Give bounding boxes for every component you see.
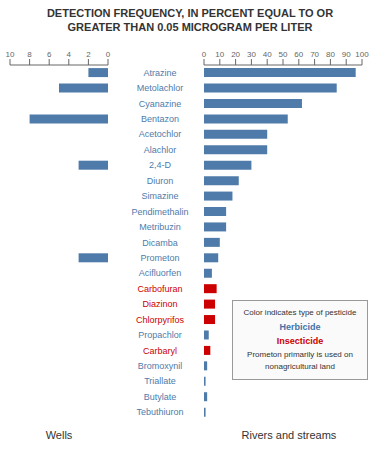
svg-text:Metribuzin: Metribuzin: [139, 222, 181, 232]
svg-text:80: 80: [326, 50, 335, 59]
svg-text:Tebuthiuron: Tebuthiuron: [136, 407, 183, 417]
svg-text:0: 0: [202, 50, 207, 59]
html-text:Herbicide: Herbicide: [279, 322, 321, 332]
svg-text:40: 40: [263, 50, 272, 59]
svg-text:Alachlor: Alachlor: [144, 145, 177, 155]
svg-text:70: 70: [310, 50, 319, 59]
svg-text:Metolachlor: Metolachlor: [137, 83, 184, 93]
svg-text:90: 90: [342, 50, 351, 59]
svg-text:Butylate: Butylate: [144, 392, 177, 402]
svg-text:Atrazine: Atrazine: [143, 68, 176, 78]
svg-text:8: 8: [27, 50, 32, 59]
svg-text:Acetochlor: Acetochlor: [139, 129, 182, 139]
svg-text:Simazine: Simazine: [141, 191, 178, 201]
svg-text:4: 4: [67, 50, 72, 59]
svg-text:Dicamba: Dicamba: [142, 238, 178, 248]
svg-text:10: 10: [8, 50, 15, 59]
svg-text:Pendimethalin: Pendimethalin: [131, 207, 188, 217]
html-text:Wells: Wells: [45, 429, 73, 441]
svg-text:Bentazon: Bentazon: [141, 114, 179, 124]
svg-text:6: 6: [47, 50, 52, 59]
svg-text:2: 2: [86, 50, 91, 59]
svg-text:Chlorpyrifos: Chlorpyrifos: [136, 315, 185, 325]
svg-text:Acifluorfen: Acifluorfen: [139, 268, 182, 278]
svg-text:10: 10: [215, 50, 224, 59]
svg-text:Carbofuran: Carbofuran: [137, 284, 182, 294]
svg-text:Prometon: Prometon: [140, 253, 179, 263]
svg-text:30: 30: [247, 50, 256, 59]
svg-text:50: 50: [279, 50, 288, 59]
svg-text:Diuron: Diuron: [147, 176, 174, 186]
svg-text:Triallate: Triallate: [144, 376, 176, 386]
svg-text:Diazinon: Diazinon: [142, 299, 177, 309]
svg-text:Propachlor: Propachlor: [138, 330, 182, 340]
svg-text:100: 100: [355, 50, 369, 59]
svg-text:Carbaryl: Carbaryl: [143, 346, 177, 356]
svg-text:2,4-D: 2,4-D: [149, 160, 172, 170]
svg-text:0: 0: [106, 50, 111, 59]
html-text:Prometon primarily is used on: Prometon primarily is used on nonagricul…: [247, 350, 353, 371]
html-text:Rivers and streams: Rivers and streams: [241, 429, 337, 441]
html-text:Color indicates type of pestic: Color indicates type of pesticide: [243, 308, 357, 317]
html-text:Insecticide: Insecticide: [276, 336, 324, 346]
html-text:DETECTION FREQUENCY, IN PERCEN: DETECTION FREQUENCY, IN PERCENT EQUAL TO…: [46, 7, 334, 33]
svg-text:20: 20: [231, 50, 240, 59]
svg-text:Bromoxynil: Bromoxynil: [138, 361, 183, 371]
svg-text:60: 60: [294, 50, 303, 59]
svg-text:Cyanazine: Cyanazine: [139, 99, 182, 109]
